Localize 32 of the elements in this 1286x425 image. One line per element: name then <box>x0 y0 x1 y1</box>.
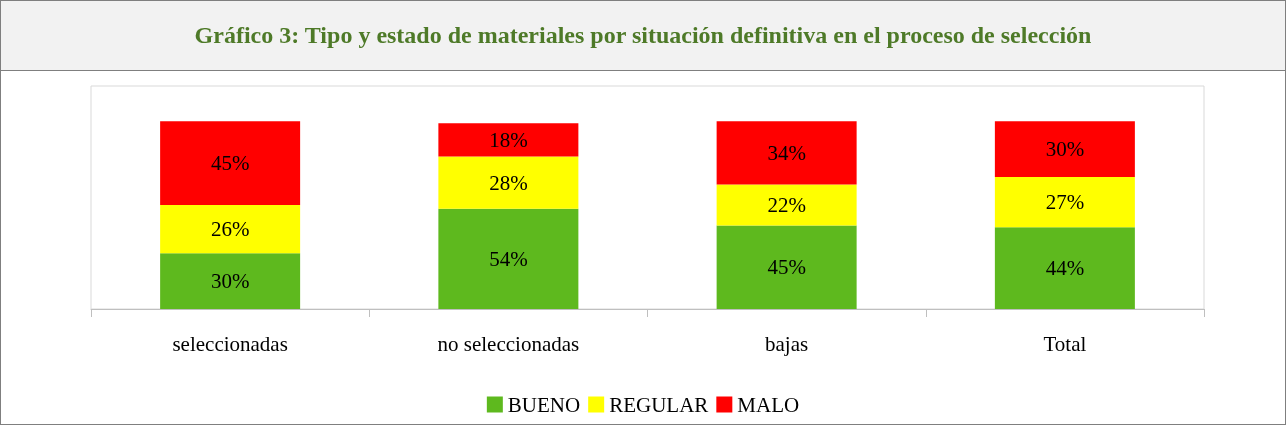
legend-label: BUENO <box>507 392 581 417</box>
bar <box>716 121 857 185</box>
bar <box>716 184 857 226</box>
data-label: 28% <box>489 170 528 195</box>
x-tick-label: no seleccionadas <box>437 331 580 356</box>
data-label: 34% <box>767 140 806 165</box>
data-label: 26% <box>210 217 250 242</box>
bar <box>160 204 301 254</box>
x-tick-label: seleccionadas <box>172 331 288 356</box>
legend-label: MALO <box>737 392 800 417</box>
bar <box>994 121 1135 178</box>
legend-label: REGULAR <box>609 392 709 417</box>
bar <box>716 225 857 309</box>
bar <box>438 123 579 157</box>
chart-title: Gráfico 3: Tipo y estado de materiales por situación definitiva en el proceso de selección <box>1 1 1285 71</box>
data-label: 30% <box>210 269 250 294</box>
bar <box>160 121 301 205</box>
bar <box>994 227 1135 309</box>
bar <box>438 156 579 209</box>
data-label: 45% <box>210 151 250 176</box>
bar <box>438 208 579 309</box>
bar <box>994 177 1135 228</box>
data-label: 45% <box>767 255 806 280</box>
data-label: 30% <box>1045 137 1085 162</box>
data-label: 27% <box>1045 190 1085 215</box>
data-label: 44% <box>1045 256 1085 281</box>
x-tick-label: bajas <box>765 331 809 356</box>
data-label: 18% <box>489 127 528 152</box>
bar <box>160 253 301 309</box>
x-tick-label: Total <box>1043 331 1087 356</box>
data-label: 22% <box>767 192 806 217</box>
data-label: 54% <box>489 246 528 271</box>
